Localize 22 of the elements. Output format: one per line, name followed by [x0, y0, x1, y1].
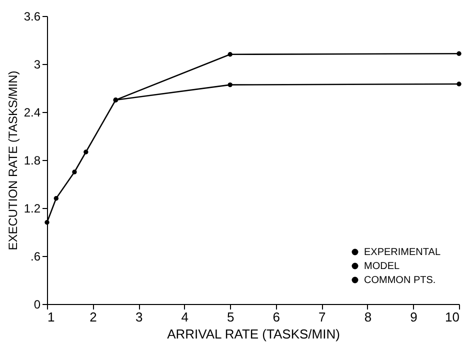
legend-label: COMMON PTS. [364, 275, 436, 286]
legend-label: MODEL [364, 261, 400, 272]
x-tick-label: 4 [181, 310, 188, 324]
y-tick-label: .6 [30, 250, 41, 264]
x-tick-label: 5 [226, 310, 234, 324]
x-tick-label: 3 [135, 310, 143, 324]
x-tick-label: 8 [364, 310, 372, 324]
x-tick-label: 10 [445, 310, 460, 324]
y-tick-label: 1.8 [24, 154, 41, 168]
y-tick-label: 1.2 [24, 202, 41, 216]
y-tick-label: 3.6 [24, 10, 41, 24]
x-tick-label: 9 [410, 310, 418, 324]
y-axis-title: EXECUTION RATE (TASKS/MIN) [6, 70, 20, 250]
x-tick-label: 2 [90, 310, 97, 324]
legend-label: EXPERIMENTAL [364, 247, 441, 258]
y-tick-label: 0 [34, 298, 41, 312]
x-axis-title: ARRIVAL RATE (TASKS/MIN) [167, 326, 340, 342]
x-tick-label: 7 [318, 310, 326, 324]
x-tick-label: 1 [48, 310, 55, 324]
y-tick-label: 2.4 [24, 106, 41, 120]
x-tick-label: 6 [272, 310, 280, 324]
y-tick-label: 3 [34, 58, 41, 72]
